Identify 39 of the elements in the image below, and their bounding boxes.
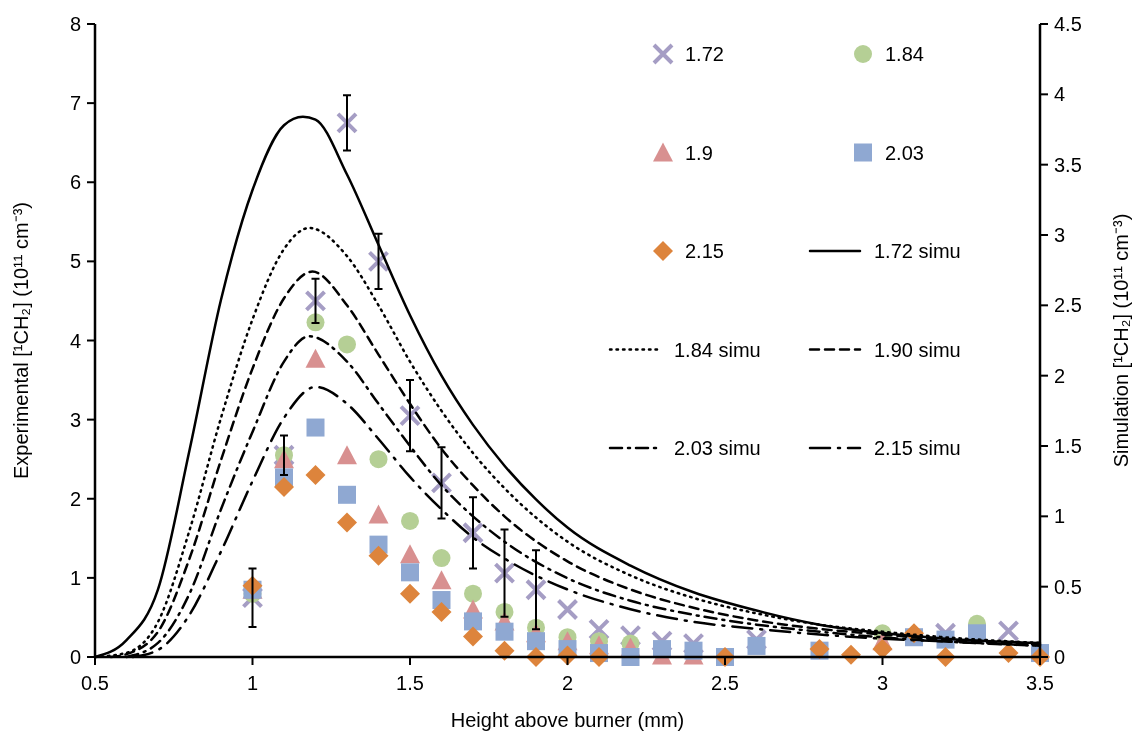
legend-label: 1.84 simu (674, 338, 761, 361)
x-tick-label: 1 (246, 672, 259, 694)
y-tick-label: 0 (69, 646, 81, 668)
y-axis-title: Experimental [¹CH₂] (10¹¹ cm⁻³) (10, 201, 32, 480)
y-tick-label: 3 (69, 408, 81, 431)
y2-axis-title: Simulation [¹CH₂] (10¹¹ cm⁻³) (1110, 213, 1132, 468)
y2-tick-label: 0 (1054, 646, 1066, 668)
y2-tick-label: 2 (1054, 364, 1066, 387)
x-tick-label: 1.5 (396, 672, 424, 694)
legend-label: 1.84 (885, 43, 924, 65)
y-tick-label: 8 (69, 13, 81, 35)
y-tick-label: 4 (69, 329, 81, 352)
y-tick-label: 5 (69, 250, 81, 273)
y2-tick-label: 3 (1054, 224, 1066, 246)
legend-label: 2.15 simu (874, 437, 961, 459)
legend-label: 2.15 (685, 240, 724, 262)
x-tick-label: 0.5 (81, 672, 109, 694)
y2-tick-label: 4 (1054, 83, 1066, 106)
legend-label: 1.72 simu (874, 240, 961, 262)
y-tick-label: 2 (69, 487, 81, 510)
x-tick-label: 2.5 (711, 672, 739, 694)
legend-label: 2.03 (885, 141, 924, 164)
y2-tick-label: 1 (1054, 505, 1066, 528)
y-tick-label: 1 (69, 566, 81, 589)
x-tick-label: 3.5 (1026, 672, 1054, 694)
legend-label: 1.72 (685, 43, 724, 65)
y2-tick-label: 1.5 (1054, 435, 1082, 457)
x-tick-label: 2 (561, 672, 574, 694)
legend-label: 1.9 (685, 141, 713, 164)
y-tick-label: 6 (69, 171, 81, 194)
y2-tick-label: 0.5 (1054, 575, 1082, 598)
x-axis-title: Height above burner (mm) (450, 709, 685, 731)
y-tick-label: 7 (69, 92, 81, 115)
y2-tick-label: 2.5 (1054, 294, 1082, 317)
legend-label: 1.90 simu (874, 338, 961, 361)
y2-tick-label: 4.5 (1054, 13, 1082, 35)
x-tick-label: 3 (876, 672, 889, 694)
legend-label: 2.03 simu (674, 437, 761, 459)
y2-tick-label: 3.5 (1054, 153, 1082, 176)
